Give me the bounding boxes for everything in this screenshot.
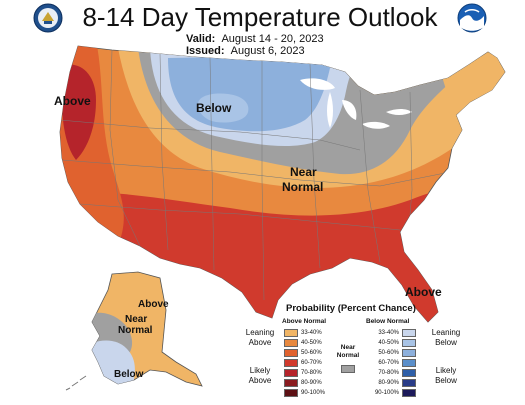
legend-leaning-above: Leaning Above (245, 328, 275, 347)
legend-above-row: 70-80% (284, 368, 330, 378)
legend-below-range-label: 50-60% (378, 350, 399, 356)
commerce-seal-icon (33, 3, 63, 33)
valid-value: August 14 - 20, 2023 (221, 33, 324, 45)
issued-label: Issued: (186, 45, 225, 57)
legend-above-range-label: 40-50% (301, 340, 322, 346)
label-above-west: Above (54, 94, 91, 108)
label-near-line1: Near (290, 165, 317, 179)
legend-below-row: 90-100% (370, 388, 416, 398)
legend-above-range-label: 50-60% (301, 350, 322, 356)
page-title: 8-14 Day Temperature Outlook (82, 2, 438, 32)
legend-above-row: 90-100% (284, 388, 330, 398)
legend-above-swatch (284, 329, 298, 337)
legend-likely-above: Likely Above (248, 366, 272, 385)
legend-below-row: 80-90% (370, 378, 416, 388)
legend-below-range-label: 70-80% (378, 370, 399, 376)
label-alaska-above: Above (138, 299, 169, 310)
legend-title: Probability (Percent Chance) (286, 303, 416, 314)
legend-above-swatch (284, 389, 298, 397)
legend-below-row: 33-40% (370, 328, 416, 338)
legend-below-range-label: 80-90% (378, 380, 399, 386)
legend-below-range-label: 60-70% (378, 360, 399, 366)
legend-above-swatch (284, 369, 298, 377)
legend-likely-below: Likely Below (435, 366, 457, 385)
legend-below-swatch (402, 359, 416, 367)
label-near-line2: Normal (282, 180, 324, 194)
legend-below-swatch (402, 339, 416, 347)
legend-above-range-label: 70-80% (301, 370, 322, 376)
legend-below-range-label: 90-100% (374, 390, 399, 396)
legend-below-row: 50-60% (370, 348, 416, 358)
legend-above-swatch (284, 379, 298, 387)
legend-above-range-label: 90-100% (301, 390, 326, 396)
issued-value: August 6, 2023 (230, 45, 305, 57)
legend-below-swatch (402, 329, 416, 337)
legend-above-normal: Above Normal (282, 318, 327, 325)
valid-label: Valid: (186, 33, 216, 45)
legend-below-swatch (402, 389, 416, 397)
legend-below-swatch (402, 349, 416, 357)
label-alaska-below: Below (114, 369, 144, 380)
legend-below-range-label: 40-50% (378, 340, 399, 346)
legend-above-row: 80-90% (284, 378, 330, 388)
label-alaska-near2: Normal (118, 325, 153, 336)
label-alaska-near1: Near (125, 314, 148, 325)
valid-dates: Valid: August 14 - 20, 2023 (186, 33, 324, 45)
legend-leaning-below: Leaning Below (431, 328, 461, 347)
legend-above-swatch (284, 359, 298, 367)
legend-above-swatch (284, 339, 298, 347)
legend-below-row: 70-80% (370, 368, 416, 378)
legend-above-scale: 33-40% 40-50% 50-60% 60-70% 70-80% 80-90% 90-1… (284, 328, 330, 398)
legend-below-swatch (402, 369, 416, 377)
legend-above-row: 33-40% (284, 328, 330, 338)
legend-below-range-label: 33-40% (378, 330, 399, 336)
legend-near-normal: Near Normal (336, 344, 360, 359)
legend-above-range-label: 60-70% (301, 360, 322, 366)
issued-date: Issued: August 6, 2023 (186, 45, 305, 57)
legend-above-row: 50-60% (284, 348, 330, 358)
legend-below-normal: Below Normal (366, 318, 410, 325)
legend-below-row: 40-50% (370, 338, 416, 348)
label-below-north: Below (196, 101, 232, 115)
legend-near-swatch (341, 365, 355, 373)
legend-below-scale: 33-40% 40-50% 50-60% 60-70% 70-80% 80-90% 90-1… (370, 328, 416, 398)
legend-below-row: 60-70% (370, 358, 416, 368)
legend-above-range-label: 80-90% (301, 380, 322, 386)
legend-above-swatch (284, 349, 298, 357)
legend-below-swatch (402, 379, 416, 387)
conus-map (59, 45, 506, 323)
legend-above-range-label: 33-40% (301, 330, 322, 336)
noaa-logo-icon (457, 3, 487, 33)
label-above-florida: Above (405, 285, 442, 299)
legend-above-row: 60-70% (284, 358, 330, 368)
legend-above-row: 40-50% (284, 338, 330, 348)
